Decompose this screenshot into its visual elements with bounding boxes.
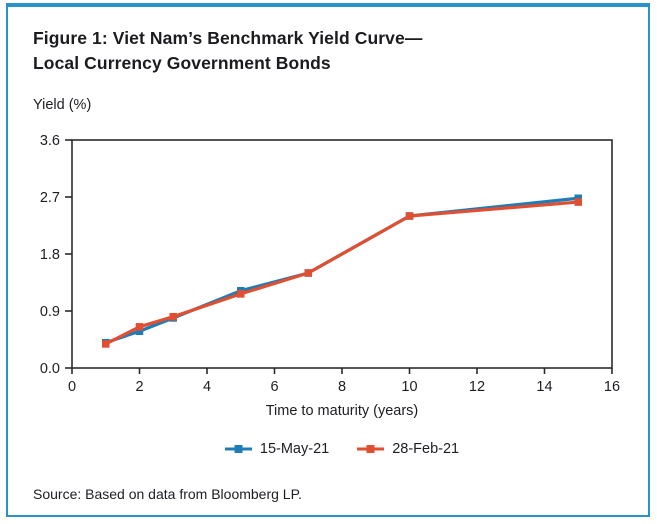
x-tick-label: 16 bbox=[604, 379, 620, 395]
figure-title-line-2: Local Currency Government Bonds bbox=[33, 53, 331, 73]
series-marker-28-Feb-21 bbox=[574, 198, 582, 206]
legend-label: 15-May-21 bbox=[259, 441, 330, 457]
x-tick-label: 2 bbox=[135, 379, 143, 395]
y-tick-label: 1.8 bbox=[40, 247, 60, 263]
series-marker-28-Feb-21 bbox=[304, 269, 312, 277]
y-tick-label: 0.9 bbox=[40, 304, 60, 320]
figure-title: Figure 1: Viet Nam’s Benchmark Yield Cur… bbox=[33, 26, 422, 76]
x-tick-label: 0 bbox=[68, 379, 76, 395]
series-marker-15-May-21 bbox=[135, 327, 144, 336]
x-tick-label: 4 bbox=[203, 379, 211, 395]
figure-title-line-1: Figure 1: Viet Nam’s Benchmark Yield Cur… bbox=[33, 28, 423, 48]
y-axis-title: Yield (%) bbox=[33, 97, 92, 113]
series-marker-28-Feb-21 bbox=[405, 212, 414, 220]
series-marker-28-Feb-21 bbox=[237, 290, 245, 298]
series-marker-15-May-21 bbox=[574, 194, 582, 203]
x-axis-title: Time to maturity (years) bbox=[265, 403, 419, 419]
y-tick-label: 0.0 bbox=[40, 361, 60, 377]
legend-item-28-feb-21: 28-Feb-21 bbox=[357, 441, 459, 457]
x-tick-label: 8 bbox=[338, 379, 346, 395]
figure-frame bbox=[6, 3, 650, 517]
y-tick-label: 3.6 bbox=[40, 133, 60, 149]
legend-label: 28-Feb-21 bbox=[392, 441, 460, 457]
y-tick-label: 2.7 bbox=[40, 190, 60, 206]
x-tick-label: 14 bbox=[536, 379, 552, 395]
source-note: Source: Based on data from Bloomberg LP. bbox=[33, 486, 303, 502]
x-tick-label: 12 bbox=[469, 379, 485, 395]
series-marker-28-Feb-21 bbox=[135, 323, 144, 331]
series-line-28-Feb-21 bbox=[105, 200, 579, 346]
x-tick-label: 10 bbox=[401, 379, 417, 395]
x-tick-label: 6 bbox=[270, 379, 278, 395]
series-marker-28-Feb-21 bbox=[169, 312, 177, 321]
line-marker-icon bbox=[224, 444, 252, 454]
legend-item-15-may-21: 15-May-21 bbox=[224, 441, 330, 457]
series-marker-28-Feb-21 bbox=[102, 340, 110, 348]
line-marker-icon bbox=[357, 444, 385, 454]
legend: 15-May-21 28-Feb-21 bbox=[72, 441, 612, 457]
